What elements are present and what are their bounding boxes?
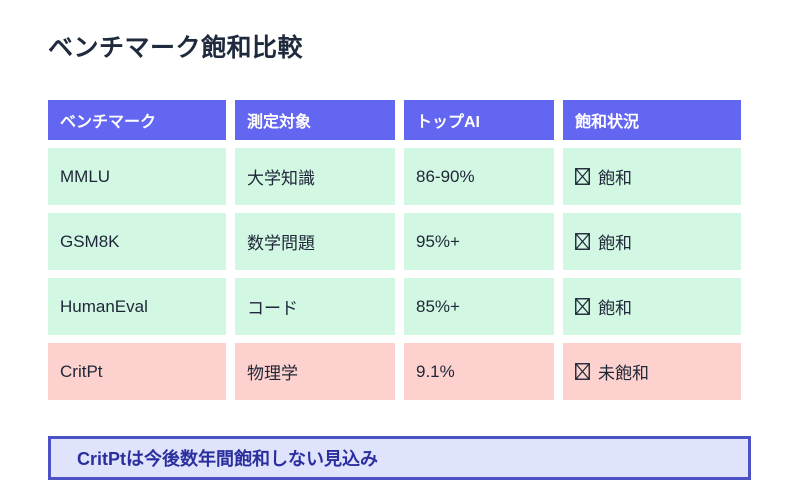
status-label: 飽和 (598, 234, 632, 253)
cell-benchmark: CritPt (48, 343, 226, 400)
column-header-status: 飽和状況 (563, 100, 741, 140)
missing-glyph-icon (575, 233, 590, 250)
missing-glyph-icon (575, 168, 590, 185)
cell-benchmark: GSM8K (48, 213, 226, 270)
status-label: 飽和 (598, 299, 632, 318)
cell-target: コード (235, 278, 395, 335)
cell-top-ai: 86-90% (404, 148, 554, 205)
status-label: 飽和 (598, 169, 632, 188)
cell-benchmark: MMLU (48, 148, 226, 205)
column-header-top-ai: トップAI (404, 100, 554, 140)
cell-status: 未飽和 (563, 343, 741, 400)
column-header-target: 測定対象 (235, 100, 395, 140)
note-banner: CritPtは今後数年間飽和しない見込み (48, 436, 751, 480)
cell-benchmark: HumanEval (48, 278, 226, 335)
cell-target: 数学問題 (235, 213, 395, 270)
cell-status: 飽和 (563, 278, 741, 335)
cell-top-ai: 95%+ (404, 213, 554, 270)
cell-target: 物理学 (235, 343, 395, 400)
benchmark-table: ベンチマーク 測定対象 トップAI 飽和状況 MMLU 大学知識 86-90% … (48, 100, 741, 400)
column-header-benchmark: ベンチマーク (48, 100, 226, 140)
cell-target: 大学知識 (235, 148, 395, 205)
status-label: 未飽和 (598, 364, 649, 383)
cell-top-ai: 85%+ (404, 278, 554, 335)
note-text: CritPtは今後数年間飽和しない見込み (77, 449, 378, 469)
missing-glyph-icon (575, 298, 590, 315)
cell-top-ai: 9.1% (404, 343, 554, 400)
missing-glyph-icon (575, 363, 590, 380)
cell-status: 飽和 (563, 148, 741, 205)
cell-status: 飽和 (563, 213, 741, 270)
page-title: ベンチマーク飽和比較 (48, 34, 304, 62)
